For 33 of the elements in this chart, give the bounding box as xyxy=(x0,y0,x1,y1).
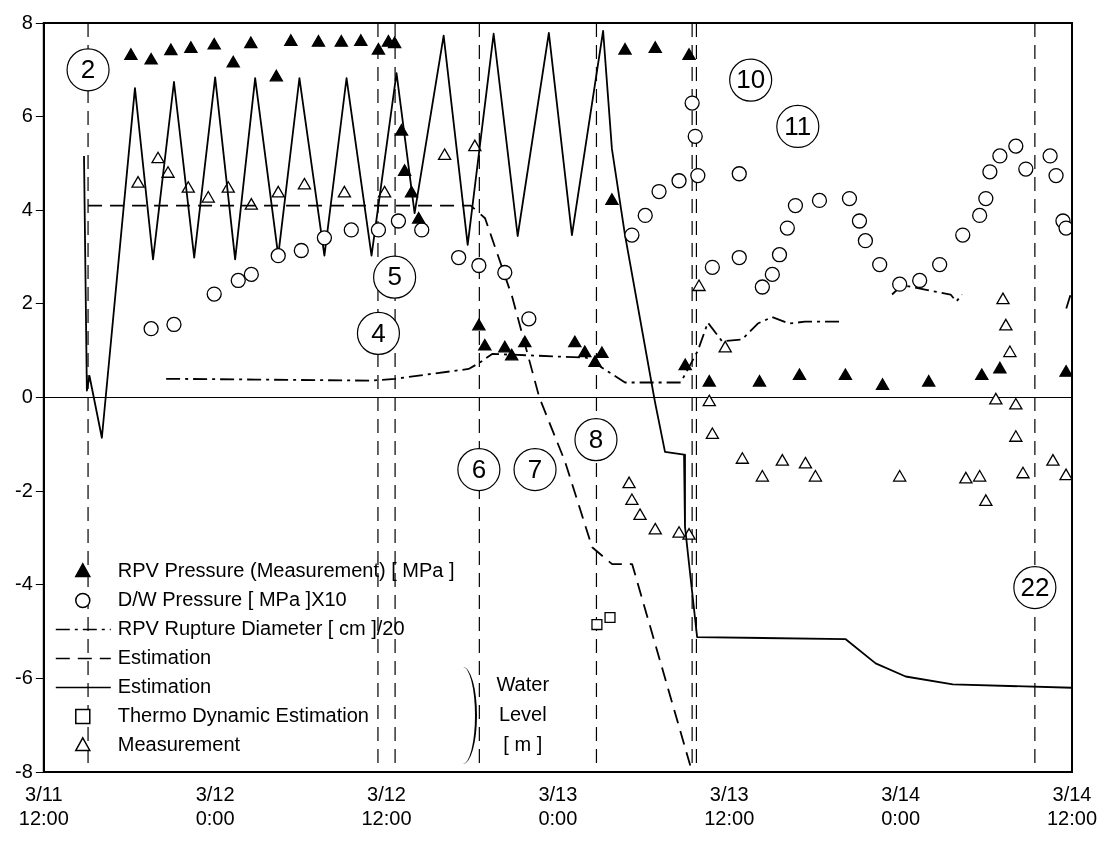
legend-label: RPV Pressure (Measurement) [ MPa ] xyxy=(117,559,455,582)
x-tick-label: 3/12 0:00 xyxy=(195,782,235,829)
x-tick-label: 3/13 0:00 xyxy=(538,782,578,829)
annotation: 2 xyxy=(80,53,96,84)
x-tick-label: 3/13 12:00 xyxy=(704,782,755,829)
annotation: 7 xyxy=(527,453,543,484)
legend-label: Measurement xyxy=(117,733,241,756)
legend-label: RPV Rupture Diameter [ cm ]/20 xyxy=(117,617,405,640)
legend-label: Thermo Dynamic Estimation xyxy=(117,704,369,727)
y-tick-label: -8 xyxy=(14,759,33,782)
y-tick-label: -2 xyxy=(14,478,33,501)
y-tick-label: 6 xyxy=(21,104,33,127)
annotation: 6 xyxy=(471,453,487,484)
legend-title: Water Level [ m ] xyxy=(496,673,550,756)
legend-label: Estimation xyxy=(117,675,212,698)
annotation: 11 xyxy=(784,110,812,141)
annotation: 8 xyxy=(588,423,604,454)
y-tick-label: -6 xyxy=(14,665,33,688)
annotation: 22 xyxy=(1020,571,1050,602)
y-tick-label: -4 xyxy=(14,572,33,595)
x-tick-label: 3/12 12:00 xyxy=(361,782,412,829)
y-tick-label: 0 xyxy=(21,385,33,408)
annotation: 4 xyxy=(371,317,386,348)
x-tick-label: 3/14 12:00 xyxy=(1046,782,1098,829)
annotation: 5 xyxy=(387,261,402,292)
legend-label: Estimation xyxy=(117,646,212,669)
y-tick-label: 4 xyxy=(21,197,33,220)
x-tick-label: 3/14 0:00 xyxy=(881,782,921,829)
y-tick-label: 8 xyxy=(21,10,33,33)
annotation: 10 xyxy=(736,64,766,95)
legend-label: D/W Pressure [ MPa ]X10 xyxy=(117,588,347,611)
x-tick-label: 3/11 12:00 xyxy=(18,782,69,829)
y-tick-label: 2 xyxy=(21,291,33,314)
